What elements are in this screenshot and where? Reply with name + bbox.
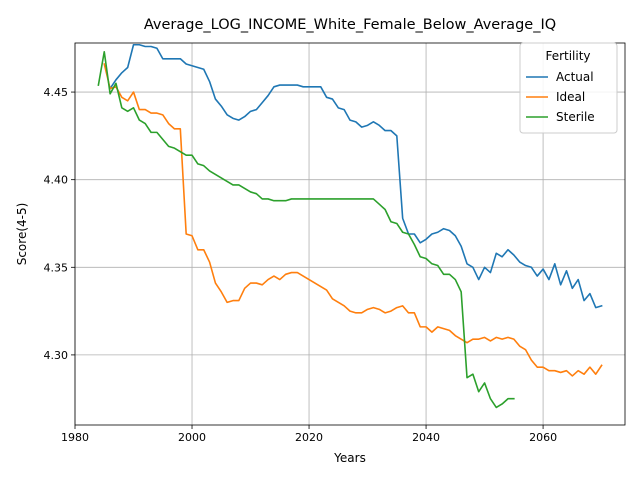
x-axis-label: Years [333,451,366,465]
series-line-sterile [97,50,515,409]
series-line-ideal [103,63,603,377]
series-line-actual [109,43,603,309]
y-tick-label: 4.40 [44,174,69,187]
legend-items: Actual Ideal Sterile [526,70,595,124]
axes-frame [74,42,626,426]
x-tick-label: 2040 [412,431,440,444]
legend-title: Fertility [545,49,590,63]
series-layer [97,43,603,409]
y-axis-label: Score(4-5) [15,203,29,266]
legend-label-ideal: Ideal [556,90,585,104]
grid [74,43,625,425]
y-tick-label: 4.45 [44,86,69,99]
chart-title: Average_LOG_INCOME_White_Female_Below_Av… [144,17,556,33]
x-tick-label: 2060 [529,431,557,444]
x-tick-label: 2020 [295,431,323,444]
legend: Fertility Actual Ideal Sterile [519,42,618,134]
y-tick-label: 4.30 [44,349,69,362]
legend-label-sterile: Sterile [556,110,595,124]
legend-label-actual: Actual [556,70,594,84]
x-tick-label: 1980 [61,431,89,444]
y-tick-label: 4.35 [44,261,69,274]
x-tick-label: 2000 [178,431,206,444]
legend-box [519,42,618,134]
ticks: 1980 2000 2020 2040 2060 4.30 4.35 4.40 4.45 [44,86,558,444]
